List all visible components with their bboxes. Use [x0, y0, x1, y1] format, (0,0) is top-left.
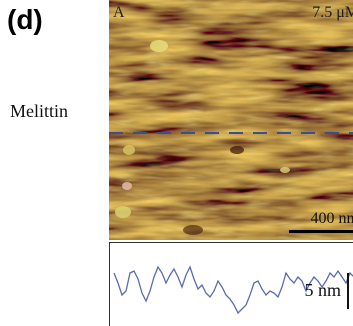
scale-bar-label: 400 nm	[310, 210, 353, 227]
row-label: Melittin	[10, 101, 68, 121]
afm-image: A 7.5 μM 400 nm	[109, 0, 353, 240]
height-profile: 5 nm	[109, 242, 353, 326]
scale-bar	[289, 230, 353, 233]
profile-scale-bar	[347, 273, 349, 309]
afm-texture	[109, 0, 353, 240]
concentration-label: 7.5 μM	[312, 4, 353, 21]
profile-scale-label: 5 nm	[304, 280, 341, 300]
profile-trace	[113, 265, 353, 315]
afm-corner-letter: A	[113, 4, 125, 21]
panel-letter: (d)	[7, 4, 43, 35]
